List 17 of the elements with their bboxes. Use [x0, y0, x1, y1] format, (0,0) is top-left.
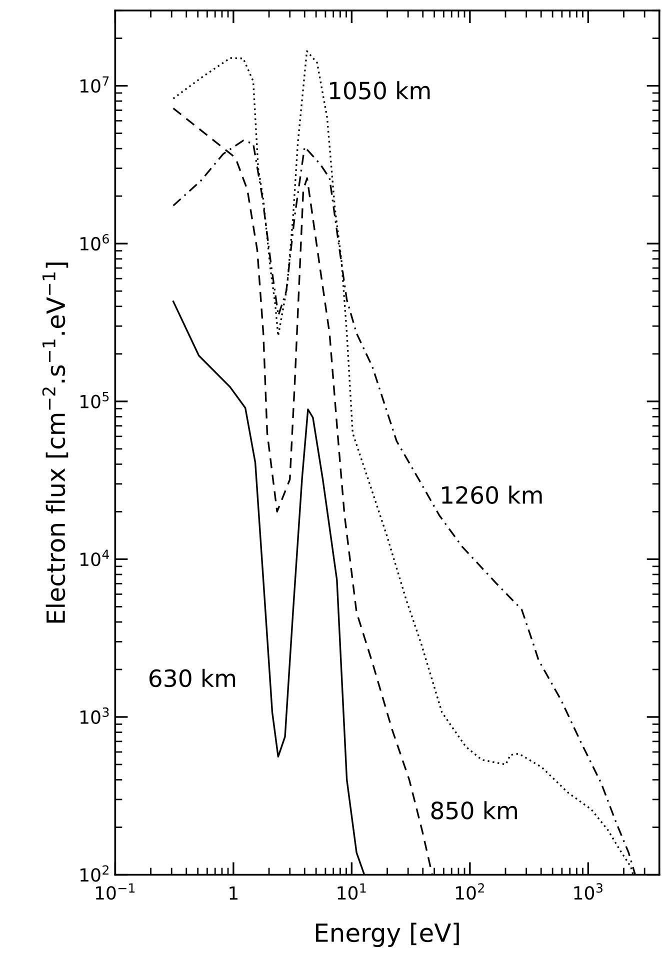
x-tick-label: 10$^{1}$	[338, 883, 366, 900]
x-tick-label: 10$^{−1}$	[96, 883, 135, 900]
y-tick-label: 10$^{7}$	[80, 76, 109, 93]
series-label: 850 km	[431, 801, 517, 820]
series-label: 630 km	[149, 668, 236, 688]
series-label: 1260 km	[442, 486, 542, 504]
x-tick-label: 10$^{2}$	[456, 883, 484, 900]
y-tick-label: 10$^{6}$	[80, 234, 109, 251]
y-axis-title: Electron flux [cm$^{−2}$.s$^{−1}$.eV$^{−1}$]	[42, 262, 68, 623]
y-tick-label: 10$^{4}$	[80, 550, 110, 566]
y-tick-label: 10$^{5}$	[80, 392, 109, 408]
y-tick-label: 10$^{2}$	[80, 865, 108, 882]
x-tick-label: 1	[230, 886, 238, 900]
x-axis-title: Energy [eV]	[316, 922, 459, 948]
y-tick-label: 10$^{3}$	[80, 707, 109, 724]
x-tick-label: 10$^{3}$	[574, 883, 602, 900]
series-label: 1050 km	[330, 81, 430, 100]
